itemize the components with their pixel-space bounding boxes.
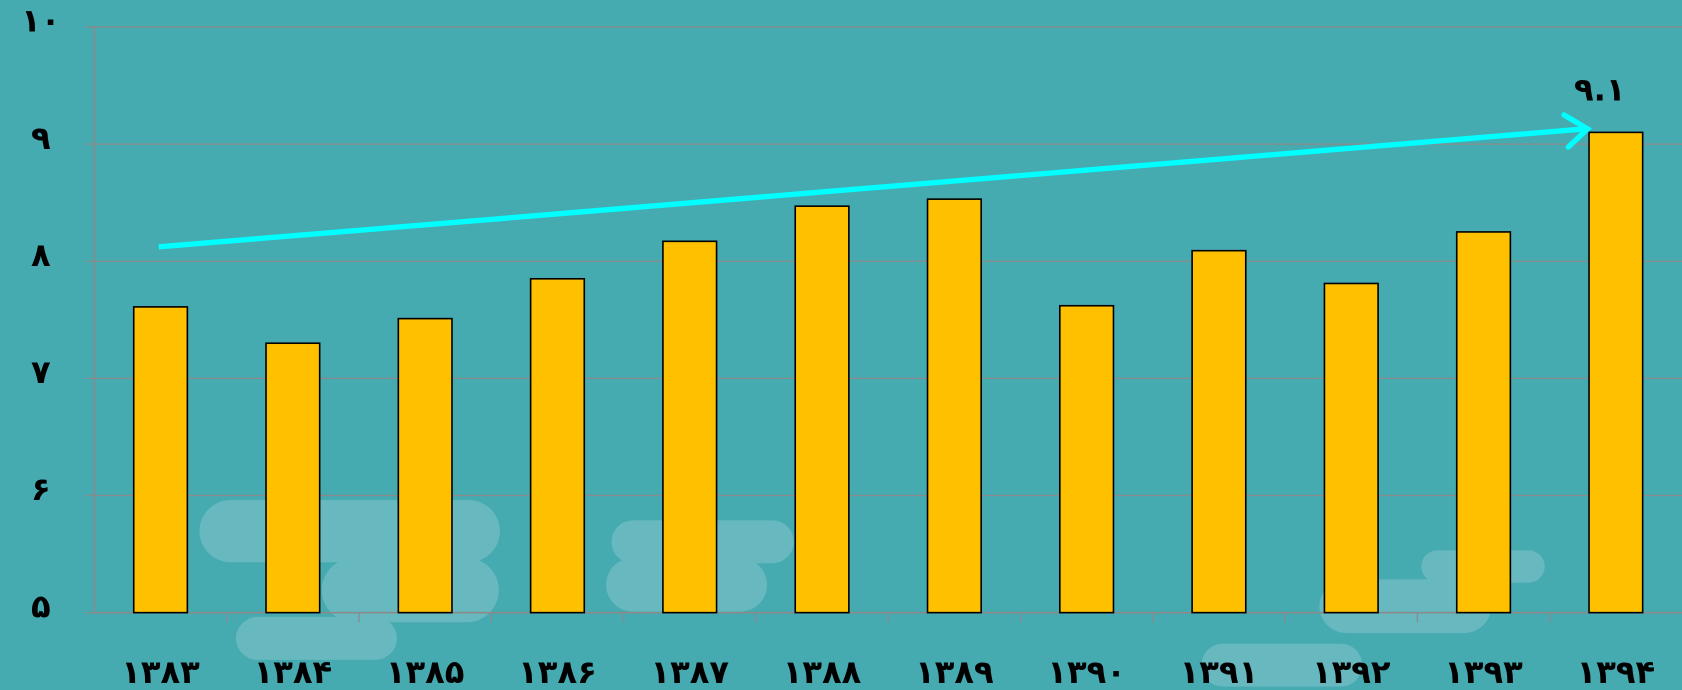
x-tick-label: ۱۳۸۷ — [650, 653, 729, 690]
x-tick-label: ۱۳۸۸ — [783, 653, 862, 690]
bar — [531, 279, 585, 613]
bar — [266, 343, 320, 612]
x-tick-label: ۱۳۸۳ — [121, 653, 200, 690]
bar — [928, 199, 982, 613]
x-tick-label: ۱۳۹۴ — [1577, 653, 1656, 690]
chart: ۵ ۶ ۷ ۸ ۹ ۱۰ ۱۳۸۳ ۱۳۸۴ ۱۳۸۵ ۱۳۸۶ ۱۳۸۷ ۱۳۸۸ ۱۳۸۹ ۱۳۹۰ ۱… — [0, 0, 1682, 690]
bar — [134, 307, 188, 613]
y-tick-label: ۱۰ — [21, 2, 60, 40]
bar — [1457, 232, 1511, 613]
x-tick-label: ۱۳۸۵ — [386, 653, 465, 690]
data-label: ۹.۱ — [1574, 71, 1626, 109]
bar — [1060, 306, 1114, 613]
y-tick-label: ۸ — [31, 236, 51, 274]
x-tick-label: ۱۳۹۰ — [1047, 653, 1126, 690]
y-tick-label: ۹ — [31, 119, 51, 157]
x-tick-label: ۱۳۸۴ — [254, 653, 333, 690]
x-tick-label: ۱۳۹۳ — [1444, 653, 1523, 690]
y-tick-label: ۷ — [31, 353, 51, 391]
x-tick-label: ۱۳۸۹ — [915, 653, 994, 690]
y-tick-label: ۶ — [31, 470, 51, 508]
y-tick-label: ۵ — [31, 587, 51, 625]
bar — [1192, 251, 1246, 613]
bar — [1324, 283, 1378, 612]
bar — [398, 319, 452, 613]
x-tick-label: ۱۳۸۶ — [518, 653, 597, 690]
bar — [663, 241, 717, 612]
x-tick-label: ۱۳۹۱ — [1180, 653, 1259, 690]
x-tick-label: ۱۳۹۲ — [1312, 653, 1391, 690]
bar — [1589, 132, 1643, 612]
page: ۵ ۶ ۷ ۸ ۹ ۱۰ ۱۳۸۳ ۱۳۸۴ ۱۳۸۵ ۱۳۸۶ ۱۳۸۷ ۱۳۸۸ ۱۳۸۹ ۱۳۹۰ ۱… — [0, 0, 1682, 690]
bar — [795, 206, 849, 612]
